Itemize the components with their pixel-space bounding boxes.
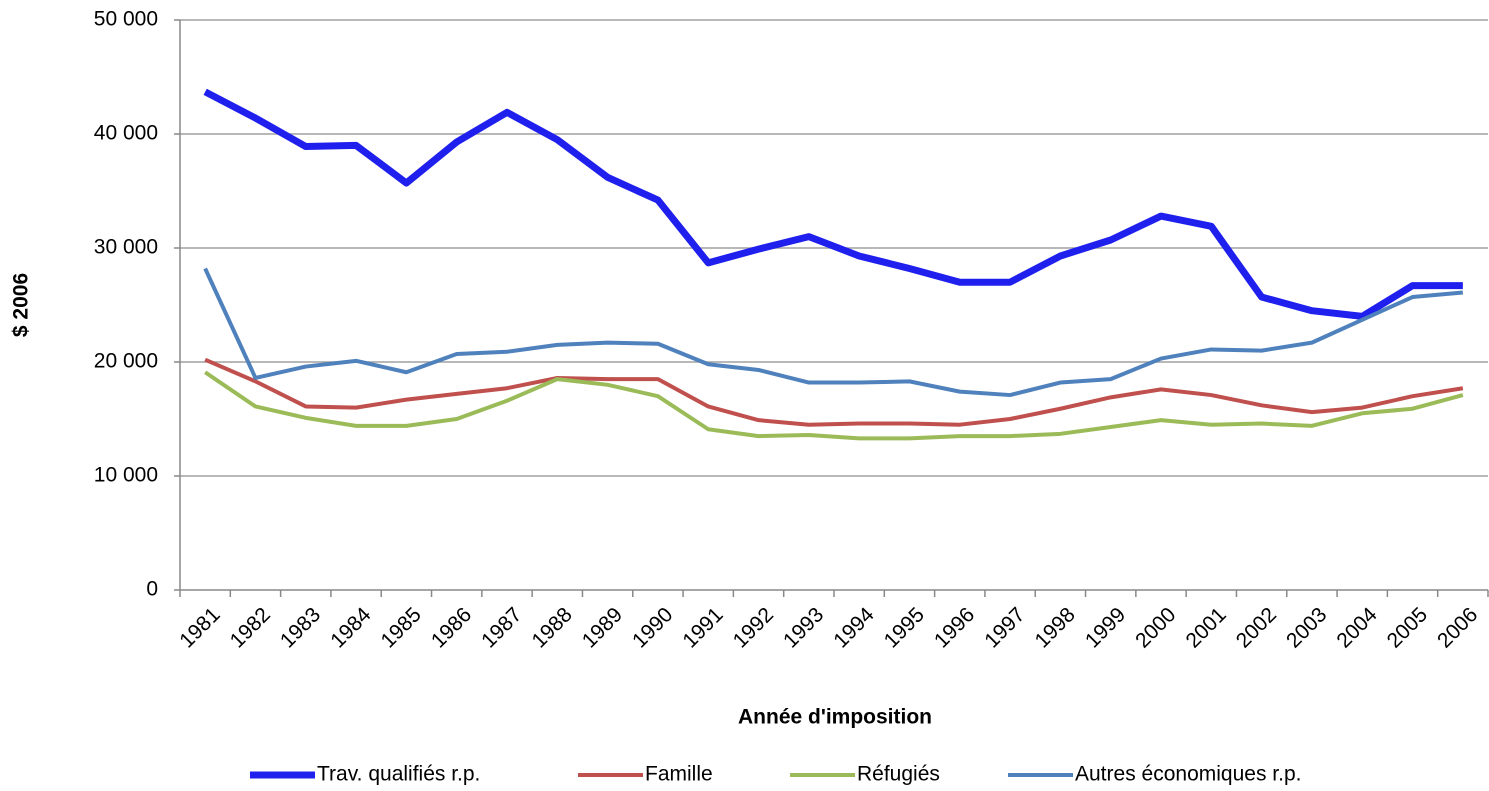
x-tick-label: 1985 [377, 603, 426, 652]
x-tick-label: 1988 [527, 603, 576, 652]
legend-label: Trav. qualifiés r.p. [317, 763, 480, 786]
x-tick-label: 1992 [729, 603, 778, 652]
y-tick-label: 30 000 [94, 236, 158, 259]
x-tick-label: 2004 [1332, 603, 1382, 653]
y-axis-label: $ 2006 [10, 273, 33, 337]
y-tick-label: 50 000 [94, 8, 158, 31]
x-tick-label: 1986 [427, 603, 476, 652]
legend-label: Autres économiques r.p. [1075, 763, 1301, 786]
x-tick-label: 1995 [880, 603, 929, 652]
x-tick-label: 1982 [226, 603, 275, 652]
y-tick-label: 0 [146, 578, 158, 601]
y-tick-label: 40 000 [94, 122, 158, 145]
x-tick-label: 2003 [1282, 603, 1331, 652]
x-tick-label: 1989 [578, 603, 627, 652]
x-tick-label: 1991 [678, 603, 727, 652]
x-tick-label: 1994 [829, 603, 879, 653]
x-tick-label: 2002 [1232, 603, 1281, 652]
y-tick-label: 20 000 [94, 350, 158, 373]
line-series [203, 267, 1464, 398]
x-tick-label: 1990 [628, 603, 677, 652]
legend-label: Réfugiés [857, 763, 940, 786]
x-tick-label: 1996 [930, 603, 979, 652]
x-tick-label: 1999 [1081, 603, 1130, 652]
x-tick-label: 1983 [276, 603, 325, 652]
y-tick-label: 10 000 [94, 464, 158, 487]
x-tick-label: 1997 [980, 603, 1029, 652]
x-axis-label: Année d'imposition [738, 706, 932, 729]
line-series [204, 370, 1464, 441]
x-tick-label: 1987 [477, 603, 526, 652]
x-tick-label: 1993 [779, 603, 828, 652]
x-tick-label: 2001 [1181, 603, 1230, 652]
x-tick-label: 2006 [1433, 603, 1482, 652]
line-series [204, 357, 1464, 427]
line-series [203, 88, 1463, 320]
x-tick-label: 1998 [1031, 603, 1080, 652]
x-tick-label: 1981 [175, 603, 224, 652]
x-tick-label: 2005 [1383, 603, 1432, 652]
legend-label: Famille [645, 763, 713, 786]
x-tick-label: 1984 [326, 603, 376, 653]
x-tick-label: 2000 [1131, 603, 1180, 652]
